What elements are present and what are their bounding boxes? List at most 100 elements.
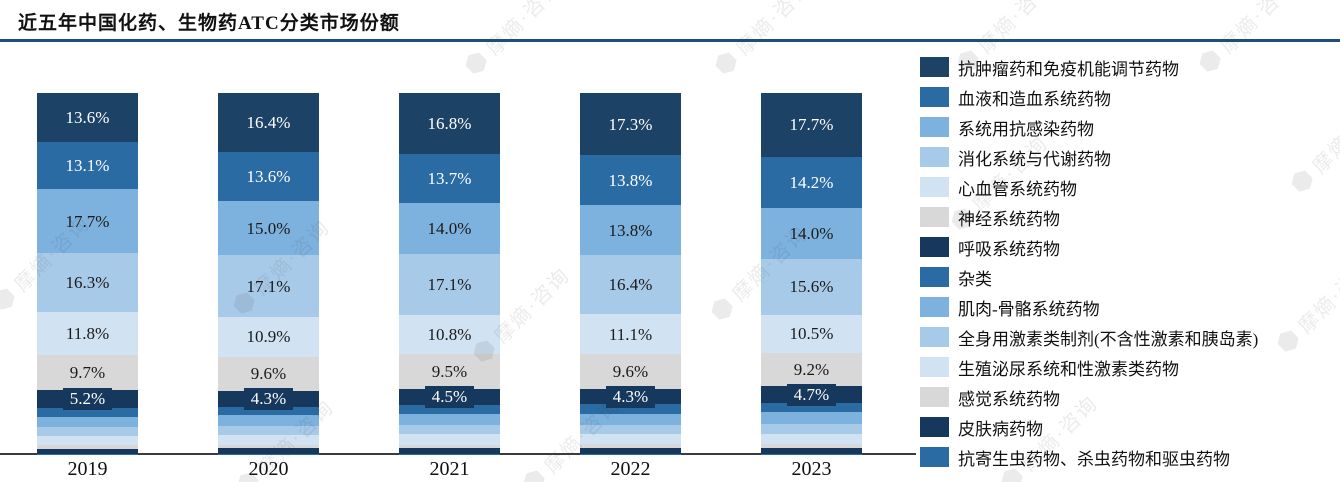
- bar-segment: 11.1%: [580, 314, 681, 355]
- bar-segment: [37, 408, 138, 417]
- bar-segment: 4.5%: [399, 385, 500, 408]
- legend-swatch-icon: [920, 147, 949, 167]
- legend-item: 抗肿瘤药和免疫机能调节药物: [920, 57, 1340, 79]
- segment-label: 9.6%: [250, 364, 287, 384]
- bar-segment: [761, 433, 862, 445]
- bar-segment: 9.7%: [37, 354, 138, 390]
- bar-segment: 15.6%: [761, 258, 862, 315]
- legend-item: 血液和造血系统药物: [920, 87, 1340, 109]
- axis-label: 2023: [791, 458, 832, 480]
- legend-item: 抗寄生虫药物、杀虫药物和驱虫药物: [920, 447, 1340, 469]
- segment-label: 15.6%: [789, 277, 834, 297]
- segment-label: 4.7%: [786, 383, 837, 406]
- bar-segment: [580, 434, 681, 445]
- bar-segment: [761, 444, 862, 448]
- segment-label: 13.7%: [427, 168, 472, 188]
- legend-swatch-icon: [920, 177, 949, 197]
- bar-segment: [218, 435, 319, 445]
- bar-segment: 17.3%: [580, 93, 681, 156]
- legend-label: 心血管系统药物: [958, 179, 1077, 199]
- segment-label: 9.2%: [793, 359, 830, 379]
- legend-label: 系统用抗感染药物: [958, 119, 1094, 139]
- segment-label: 13.8%: [608, 170, 653, 190]
- segment-label: 5.2%: [62, 388, 113, 411]
- legend-item: 呼吸系统药物: [920, 237, 1340, 259]
- segment-label: 4.3%: [605, 385, 656, 408]
- bar-segment: 9.5%: [399, 354, 500, 389]
- bar-segment: 13.1%: [37, 142, 138, 190]
- bar-2022: 17.3% 13.8% 13.8% 16.4% 11.1% 9.6% 4.3%: [580, 93, 681, 454]
- segment-label: 10.5%: [789, 324, 834, 344]
- bar-segment: [399, 404, 500, 414]
- bar-segment: [580, 413, 681, 425]
- bar-segment: [580, 444, 681, 448]
- watermark-text: 摩熵·咨询: [974, 0, 1059, 59]
- legend-label: 呼吸系统药物: [958, 239, 1060, 259]
- bar-segment: [399, 434, 500, 445]
- bar-segment: 17.1%: [218, 255, 319, 318]
- bar-segment: [218, 426, 319, 436]
- x-axis-line: [0, 453, 916, 455]
- bar-segment: [761, 447, 862, 454]
- bar-2021: 16.8% 13.7% 14.0% 17.1% 10.8% 9.5% 4.5%: [399, 93, 500, 454]
- bar-segment: [218, 415, 319, 427]
- bar-segment: 16.8%: [399, 93, 500, 154]
- legend-swatch-icon: [920, 207, 949, 227]
- segment-label: 4.5%: [424, 385, 475, 408]
- chart-legend: 抗肿瘤药和免疫机能调节药物 血液和造血系统药物系统用抗感染药物 消化系统与代谢药物心…: [920, 57, 1340, 477]
- watermark-text: 摩熵·咨询: [1216, 0, 1301, 59]
- legend-item: 神经系统药物: [920, 207, 1340, 229]
- legend-swatch-icon: [920, 357, 949, 377]
- bar-segment: [37, 445, 138, 449]
- legend-label: 消化系统与代谢药物: [958, 149, 1111, 169]
- bar-segment: 13.6%: [37, 93, 138, 143]
- legend-item: 系统用抗感染药物: [920, 117, 1340, 139]
- bar-segment: [399, 413, 500, 426]
- bar-segment: [399, 444, 500, 449]
- segment-label: 17.7%: [789, 115, 834, 135]
- bar-segment: 10.8%: [399, 315, 500, 355]
- chart-plot: 13.6% 13.1% 17.7% 16.3% 11.8% 9.7% 5.2% 2019 16.…: [0, 93, 916, 480]
- legend-swatch-icon: [920, 117, 949, 137]
- bar-segment: [580, 404, 681, 414]
- bar-2019: 13.6% 13.1% 17.7% 16.3% 11.8% 9.7% 5.2%: [37, 93, 138, 454]
- legend-swatch-icon: [920, 57, 949, 77]
- bar-segment: 10.5%: [761, 314, 862, 353]
- segment-label: 10.9%: [246, 327, 291, 347]
- segment-label: 11.1%: [608, 324, 653, 344]
- bar-segment: 5.2%: [37, 388, 138, 411]
- legend-swatch-icon: [920, 267, 949, 287]
- bar-segment: 17.7%: [761, 93, 862, 157]
- legend-item: 肌肉-骨骼系统药物: [920, 297, 1340, 319]
- legend-swatch-icon: [920, 87, 949, 107]
- bar-segment: 4.3%: [580, 385, 681, 408]
- bar-segment: [37, 435, 138, 446]
- bar-segment: 13.7%: [399, 153, 500, 204]
- segment-label: 15.0%: [246, 218, 291, 238]
- bar-segment: 16.4%: [218, 93, 319, 153]
- legend-item: 生殖泌尿系统和性激素类药物: [920, 357, 1340, 379]
- bar-segment: 9.6%: [580, 354, 681, 389]
- segment-label: 13.1%: [65, 156, 110, 176]
- bar-segment: 14.0%: [761, 208, 862, 259]
- bar-segment: 4.3%: [218, 387, 319, 410]
- legend-item: 感觉系统药物: [920, 387, 1340, 409]
- bar-segment: 13.6%: [218, 152, 319, 202]
- segment-label: 9.5%: [431, 361, 468, 381]
- bar-segment: [761, 403, 862, 413]
- segment-label: 16.3%: [65, 273, 110, 293]
- segment-label: 16.4%: [608, 275, 653, 295]
- bar-segment: [399, 425, 500, 435]
- bar-segment: [218, 448, 319, 454]
- bar-segment: 10.9%: [218, 317, 319, 357]
- bar-segment: [761, 412, 862, 424]
- segment-label: 4.3%: [243, 387, 294, 410]
- bar-segment: 14.2%: [761, 156, 862, 209]
- bar-segment: [37, 448, 138, 454]
- legend-swatch-icon: [920, 447, 949, 467]
- bar-segment: 11.8%: [37, 312, 138, 355]
- legend-swatch-icon: [920, 387, 949, 407]
- legend-swatch-icon: [920, 327, 949, 347]
- bar-segment: 9.6%: [218, 356, 319, 392]
- bar-segment: [761, 423, 862, 434]
